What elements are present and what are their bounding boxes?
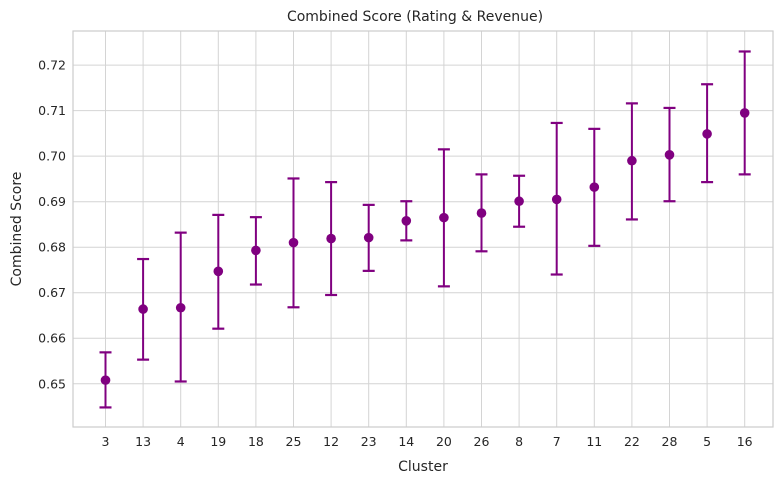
x-tick-label: 4 (177, 434, 185, 449)
plot-frame (72, 30, 774, 428)
data-point (288, 237, 299, 248)
errorbar-layer (99, 50, 751, 409)
x-tick-label: 5 (703, 434, 711, 449)
data-point (326, 233, 336, 244)
x-tick-label: 12 (323, 434, 339, 449)
data-point (100, 375, 111, 385)
y-tick-label: 0.67 (38, 285, 66, 300)
data-point (213, 266, 224, 277)
y-tick-label: 0.65 (38, 376, 66, 391)
x-tick-label: 13 (135, 434, 151, 449)
point-layer (100, 108, 750, 385)
x-tick-label: 23 (361, 434, 377, 449)
x-tick-label: 28 (662, 434, 678, 449)
data-point (589, 182, 600, 192)
y-tick-label: 0.70 (38, 149, 66, 164)
data-point (739, 108, 750, 118)
data-point (702, 129, 712, 139)
y-tick-label: 0.69 (38, 194, 66, 209)
y-tick-labels: 0.65 0.66 0.67 0.68 0.69 0.70 0.71 0.72 (38, 58, 66, 392)
data-point (439, 212, 449, 223)
data-point (664, 150, 675, 160)
y-tick-label: 0.66 (38, 331, 66, 346)
y-tick-label: 0.71 (38, 103, 66, 118)
y-tick-label: 0.68 (38, 240, 66, 255)
grid-layer (73, 31, 773, 427)
data-point (175, 302, 186, 313)
x-tick-label: 25 (286, 434, 302, 449)
x-tick-label: 7 (553, 434, 561, 449)
x-tick-label: 20 (436, 434, 452, 449)
data-point (138, 304, 148, 314)
data-point (251, 245, 261, 256)
x-tick-label: 8 (515, 434, 523, 449)
data-point (476, 208, 487, 218)
data-point (363, 232, 374, 243)
x-tick-label: 16 (737, 434, 753, 449)
data-point (627, 155, 637, 166)
x-axis-label: Cluster (398, 459, 448, 475)
x-tick-label: 26 (474, 434, 490, 449)
x-tick-label: 22 (624, 434, 640, 449)
data-point (401, 216, 412, 226)
chart-title: Combined Score (Rating & Revenue) (287, 9, 543, 25)
x-tick-label: 18 (248, 434, 264, 449)
x-tick-label: 14 (398, 434, 414, 449)
x-tick-label: 19 (210, 434, 226, 449)
x-tick-label: 11 (586, 434, 602, 449)
data-point (514, 196, 524, 207)
x-tick-label: 3 (102, 434, 110, 449)
data-point (551, 194, 562, 205)
y-axis-label: Combined Score (9, 172, 25, 287)
y-tick-label: 0.72 (38, 58, 66, 73)
x-tick-labels: 3 13 4 19 18 25 12 23 14 20 26 8 7 11 22 28 5 16 (102, 434, 753, 449)
